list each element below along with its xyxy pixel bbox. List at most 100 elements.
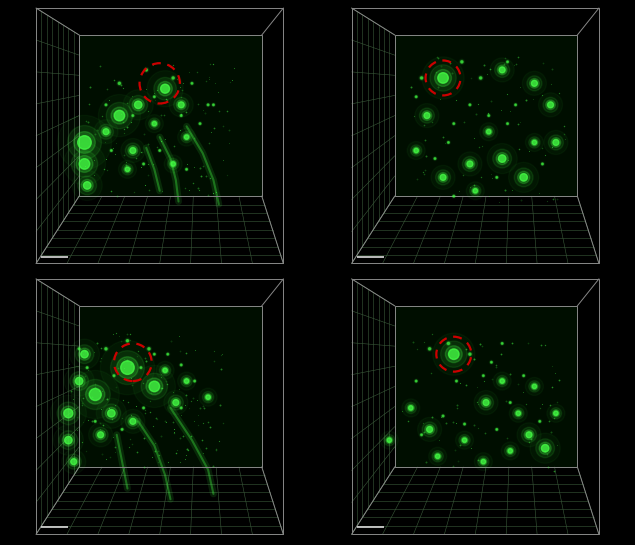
Point xyxy=(151,414,161,423)
Circle shape xyxy=(464,423,465,425)
Circle shape xyxy=(490,360,493,364)
Circle shape xyxy=(507,447,514,455)
Point xyxy=(116,81,126,90)
Point xyxy=(547,361,557,370)
Circle shape xyxy=(71,151,98,177)
Circle shape xyxy=(438,173,448,182)
Point xyxy=(201,172,211,180)
Point xyxy=(498,60,509,69)
Circle shape xyxy=(441,414,445,418)
Point xyxy=(89,348,99,356)
Circle shape xyxy=(413,147,420,154)
Point xyxy=(461,344,471,353)
Point xyxy=(184,404,194,413)
Point xyxy=(542,462,552,471)
Point xyxy=(198,449,208,457)
Circle shape xyxy=(83,181,91,189)
Point xyxy=(547,65,557,74)
Circle shape xyxy=(419,108,434,123)
Point xyxy=(214,106,224,115)
Circle shape xyxy=(451,194,456,198)
Point xyxy=(192,184,203,192)
Point xyxy=(197,436,207,445)
Point xyxy=(559,130,569,138)
Point xyxy=(192,395,203,404)
Point xyxy=(448,418,458,427)
Point xyxy=(210,356,220,365)
Point xyxy=(412,344,422,353)
Circle shape xyxy=(385,437,393,444)
Point xyxy=(524,438,534,447)
Circle shape xyxy=(144,67,149,72)
Point xyxy=(227,75,237,84)
Circle shape xyxy=(527,76,542,91)
Point xyxy=(140,181,150,190)
Circle shape xyxy=(538,419,542,423)
Point xyxy=(552,194,562,203)
Point xyxy=(180,455,190,463)
Circle shape xyxy=(515,410,522,417)
Point xyxy=(89,156,99,165)
Circle shape xyxy=(167,353,168,355)
Point xyxy=(487,174,497,183)
Circle shape xyxy=(469,104,471,106)
Circle shape xyxy=(531,139,538,146)
Circle shape xyxy=(173,399,179,405)
Circle shape xyxy=(159,365,171,376)
Point xyxy=(497,349,507,358)
Circle shape xyxy=(442,415,444,417)
Circle shape xyxy=(112,374,116,378)
Circle shape xyxy=(125,414,140,429)
Point xyxy=(83,416,93,425)
Circle shape xyxy=(496,177,498,178)
Circle shape xyxy=(553,140,559,146)
Circle shape xyxy=(408,405,413,410)
Point xyxy=(474,143,484,152)
Circle shape xyxy=(147,347,150,350)
Point xyxy=(90,380,100,389)
Point xyxy=(124,443,134,452)
Circle shape xyxy=(518,171,530,184)
Circle shape xyxy=(447,141,450,144)
Circle shape xyxy=(420,434,423,436)
Point xyxy=(149,89,159,98)
Circle shape xyxy=(126,339,129,342)
Point xyxy=(182,445,192,453)
Circle shape xyxy=(149,118,160,129)
Point xyxy=(550,369,560,378)
Point xyxy=(138,378,148,387)
Circle shape xyxy=(438,72,448,83)
Point xyxy=(126,118,137,126)
Point xyxy=(179,133,189,142)
Circle shape xyxy=(192,379,197,383)
Point xyxy=(139,130,149,139)
Point xyxy=(419,121,429,130)
Point xyxy=(552,440,563,449)
Circle shape xyxy=(467,161,473,167)
Circle shape xyxy=(76,155,93,172)
Point xyxy=(198,161,208,170)
Point xyxy=(146,389,156,398)
Circle shape xyxy=(179,113,184,118)
Point xyxy=(141,85,151,94)
Point xyxy=(174,332,184,341)
Point xyxy=(469,133,479,142)
Point xyxy=(549,467,559,475)
Point xyxy=(439,139,450,148)
Point xyxy=(194,186,204,195)
Circle shape xyxy=(432,451,443,462)
Circle shape xyxy=(143,407,144,409)
Point xyxy=(110,401,120,409)
Point xyxy=(418,428,429,437)
Circle shape xyxy=(427,346,432,352)
Point xyxy=(156,136,166,145)
Point xyxy=(132,447,142,456)
Point xyxy=(101,454,111,463)
Point xyxy=(208,461,218,470)
Circle shape xyxy=(497,65,507,75)
Circle shape xyxy=(77,176,97,195)
Circle shape xyxy=(98,124,114,139)
Circle shape xyxy=(460,60,464,63)
Circle shape xyxy=(178,102,184,108)
Circle shape xyxy=(549,135,563,150)
